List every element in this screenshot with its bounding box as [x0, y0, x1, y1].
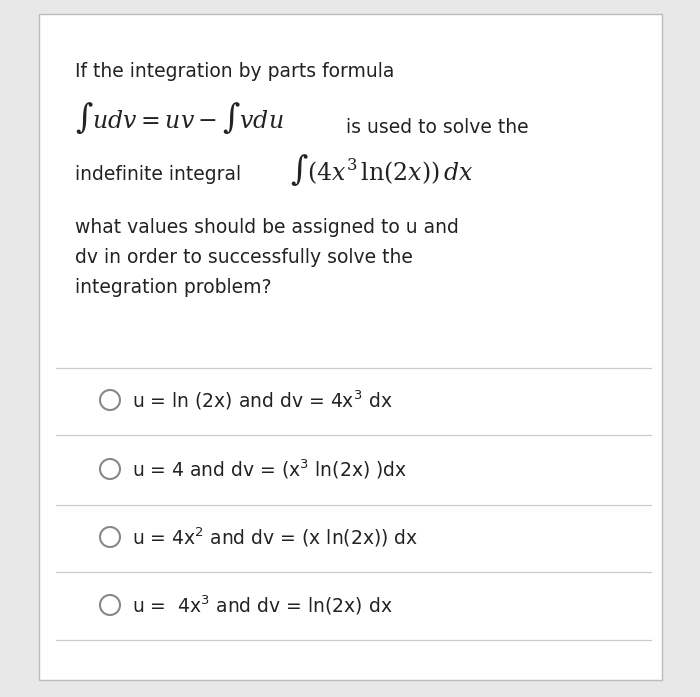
Text: u = 4 and dv = (x$^3$ ln(2x) )dx: u = 4 and dv = (x$^3$ ln(2x) )dx: [132, 457, 407, 481]
Text: $\int (4x^3\, \ln(2x))\, dx$: $\int (4x^3\, \ln(2x))\, dx$: [290, 152, 474, 188]
Text: dv in order to successfully solve the: dv in order to successfully solve the: [75, 248, 413, 267]
Text: If the integration by parts formula: If the integration by parts formula: [75, 62, 394, 81]
Text: is used to solve the: is used to solve the: [340, 118, 528, 137]
Text: indefinite integral: indefinite integral: [75, 165, 247, 184]
Text: $\int udv = uv - \int vdu$: $\int udv = uv - \int vdu$: [75, 100, 284, 136]
Text: what values should be assigned to u and: what values should be assigned to u and: [75, 218, 459, 237]
Text: u = 4x$^2$ and dv = (x ln(2x)) dx: u = 4x$^2$ and dv = (x ln(2x)) dx: [132, 526, 418, 549]
Text: u = ln (2x) and dv = 4x$^3$ dx: u = ln (2x) and dv = 4x$^3$ dx: [132, 388, 393, 412]
Text: u =  4x$^3$ and dv = ln(2x) dx: u = 4x$^3$ and dv = ln(2x) dx: [132, 593, 393, 617]
Text: integration problem?: integration problem?: [75, 278, 272, 297]
